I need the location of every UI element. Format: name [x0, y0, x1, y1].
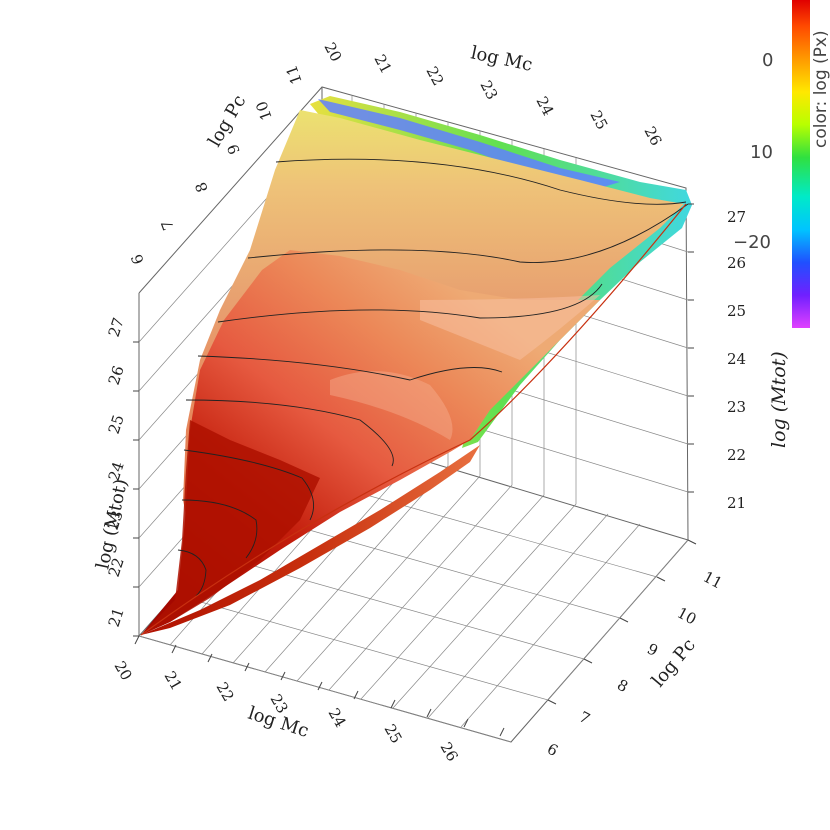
z-tick-right: 26	[727, 254, 746, 272]
contour-lines	[140, 158, 689, 636]
x-tick-back: 20	[320, 39, 345, 64]
x-tick-front: 26	[437, 739, 462, 765]
z-tick-front: 24	[105, 460, 128, 484]
z-axis-labels-right: 21 22 23 24 25 26 27 log (Mtot)	[727, 208, 790, 512]
z-tick-front: 27	[105, 316, 128, 340]
x-tick-back: 25	[586, 107, 611, 132]
colorbar-tick: 0	[762, 50, 773, 71]
y-tick-front: 9	[644, 640, 661, 660]
y-tick-front: 11	[700, 568, 725, 593]
tick-marks	[133, 203, 697, 737]
z-tick-front: 25	[105, 413, 128, 437]
x-tick-front: 24	[325, 705, 350, 731]
colorbar: 0 10 −20 color: log (Px)	[733, 0, 830, 328]
y-axis-title-back: log Pc	[204, 91, 250, 150]
x-tick-back: 21	[370, 51, 395, 76]
x-tick-front: 20	[111, 658, 136, 684]
y-tick-back: 7	[158, 218, 178, 233]
y-tick-front: 10	[674, 604, 699, 629]
y-tick-front: 8	[614, 676, 631, 696]
colorbar-tick: 10	[750, 142, 773, 163]
x-tick-back: 23	[476, 77, 501, 102]
y-tick-back: 11	[282, 63, 305, 87]
z-tick-right: 22	[727, 446, 746, 464]
y-tick-back: 9	[224, 142, 244, 157]
x-tick-back: 24	[532, 93, 557, 118]
z-tick-right: 21	[727, 494, 746, 512]
z-tick-right: 23	[727, 398, 746, 416]
z-tick-front: 22	[105, 556, 128, 580]
y-axis-labels-front: 6 7 8 9 10 11 log Pc	[544, 568, 725, 760]
colorbar-gradient	[792, 0, 810, 328]
y-tick-front: 7	[576, 708, 593, 728]
z-tick-right: 27	[727, 208, 746, 226]
colorbar-tick: −20	[733, 232, 771, 253]
x-tick-front: 25	[381, 721, 406, 747]
x-tick-back: 22	[422, 63, 447, 88]
z-tick-right: 25	[727, 302, 746, 320]
z-axis-title-right: log (Mtot)	[768, 351, 790, 448]
y-tick-front: 6	[544, 740, 561, 760]
z-tick-front: 21	[105, 606, 128, 630]
colorbar-title: color: log (Px)	[811, 30, 830, 148]
x-tick-front: 22	[213, 679, 238, 705]
z-tick-right: 24	[727, 350, 746, 368]
x-axis-labels-front: 20 21 22 23 24 25 26 log Mc	[111, 658, 462, 765]
z-tick-front: 26	[105, 364, 128, 388]
z-axis-title-front: log (Mtot)	[92, 477, 132, 571]
x-axis-title-back: log Mc	[469, 42, 534, 76]
z-tick-front: 23	[104, 509, 127, 533]
y-tick-back: 8	[192, 180, 212, 195]
x-tick-back: 26	[640, 123, 665, 148]
y-tick-back: 6	[128, 252, 148, 267]
x-tick-front: 21	[161, 668, 186, 694]
surface	[141, 96, 692, 635]
z-axis-labels-front: 21 22 23 24 25 26 27 log (Mtot)	[92, 316, 132, 630]
y-tick-back: 10	[252, 99, 275, 123]
